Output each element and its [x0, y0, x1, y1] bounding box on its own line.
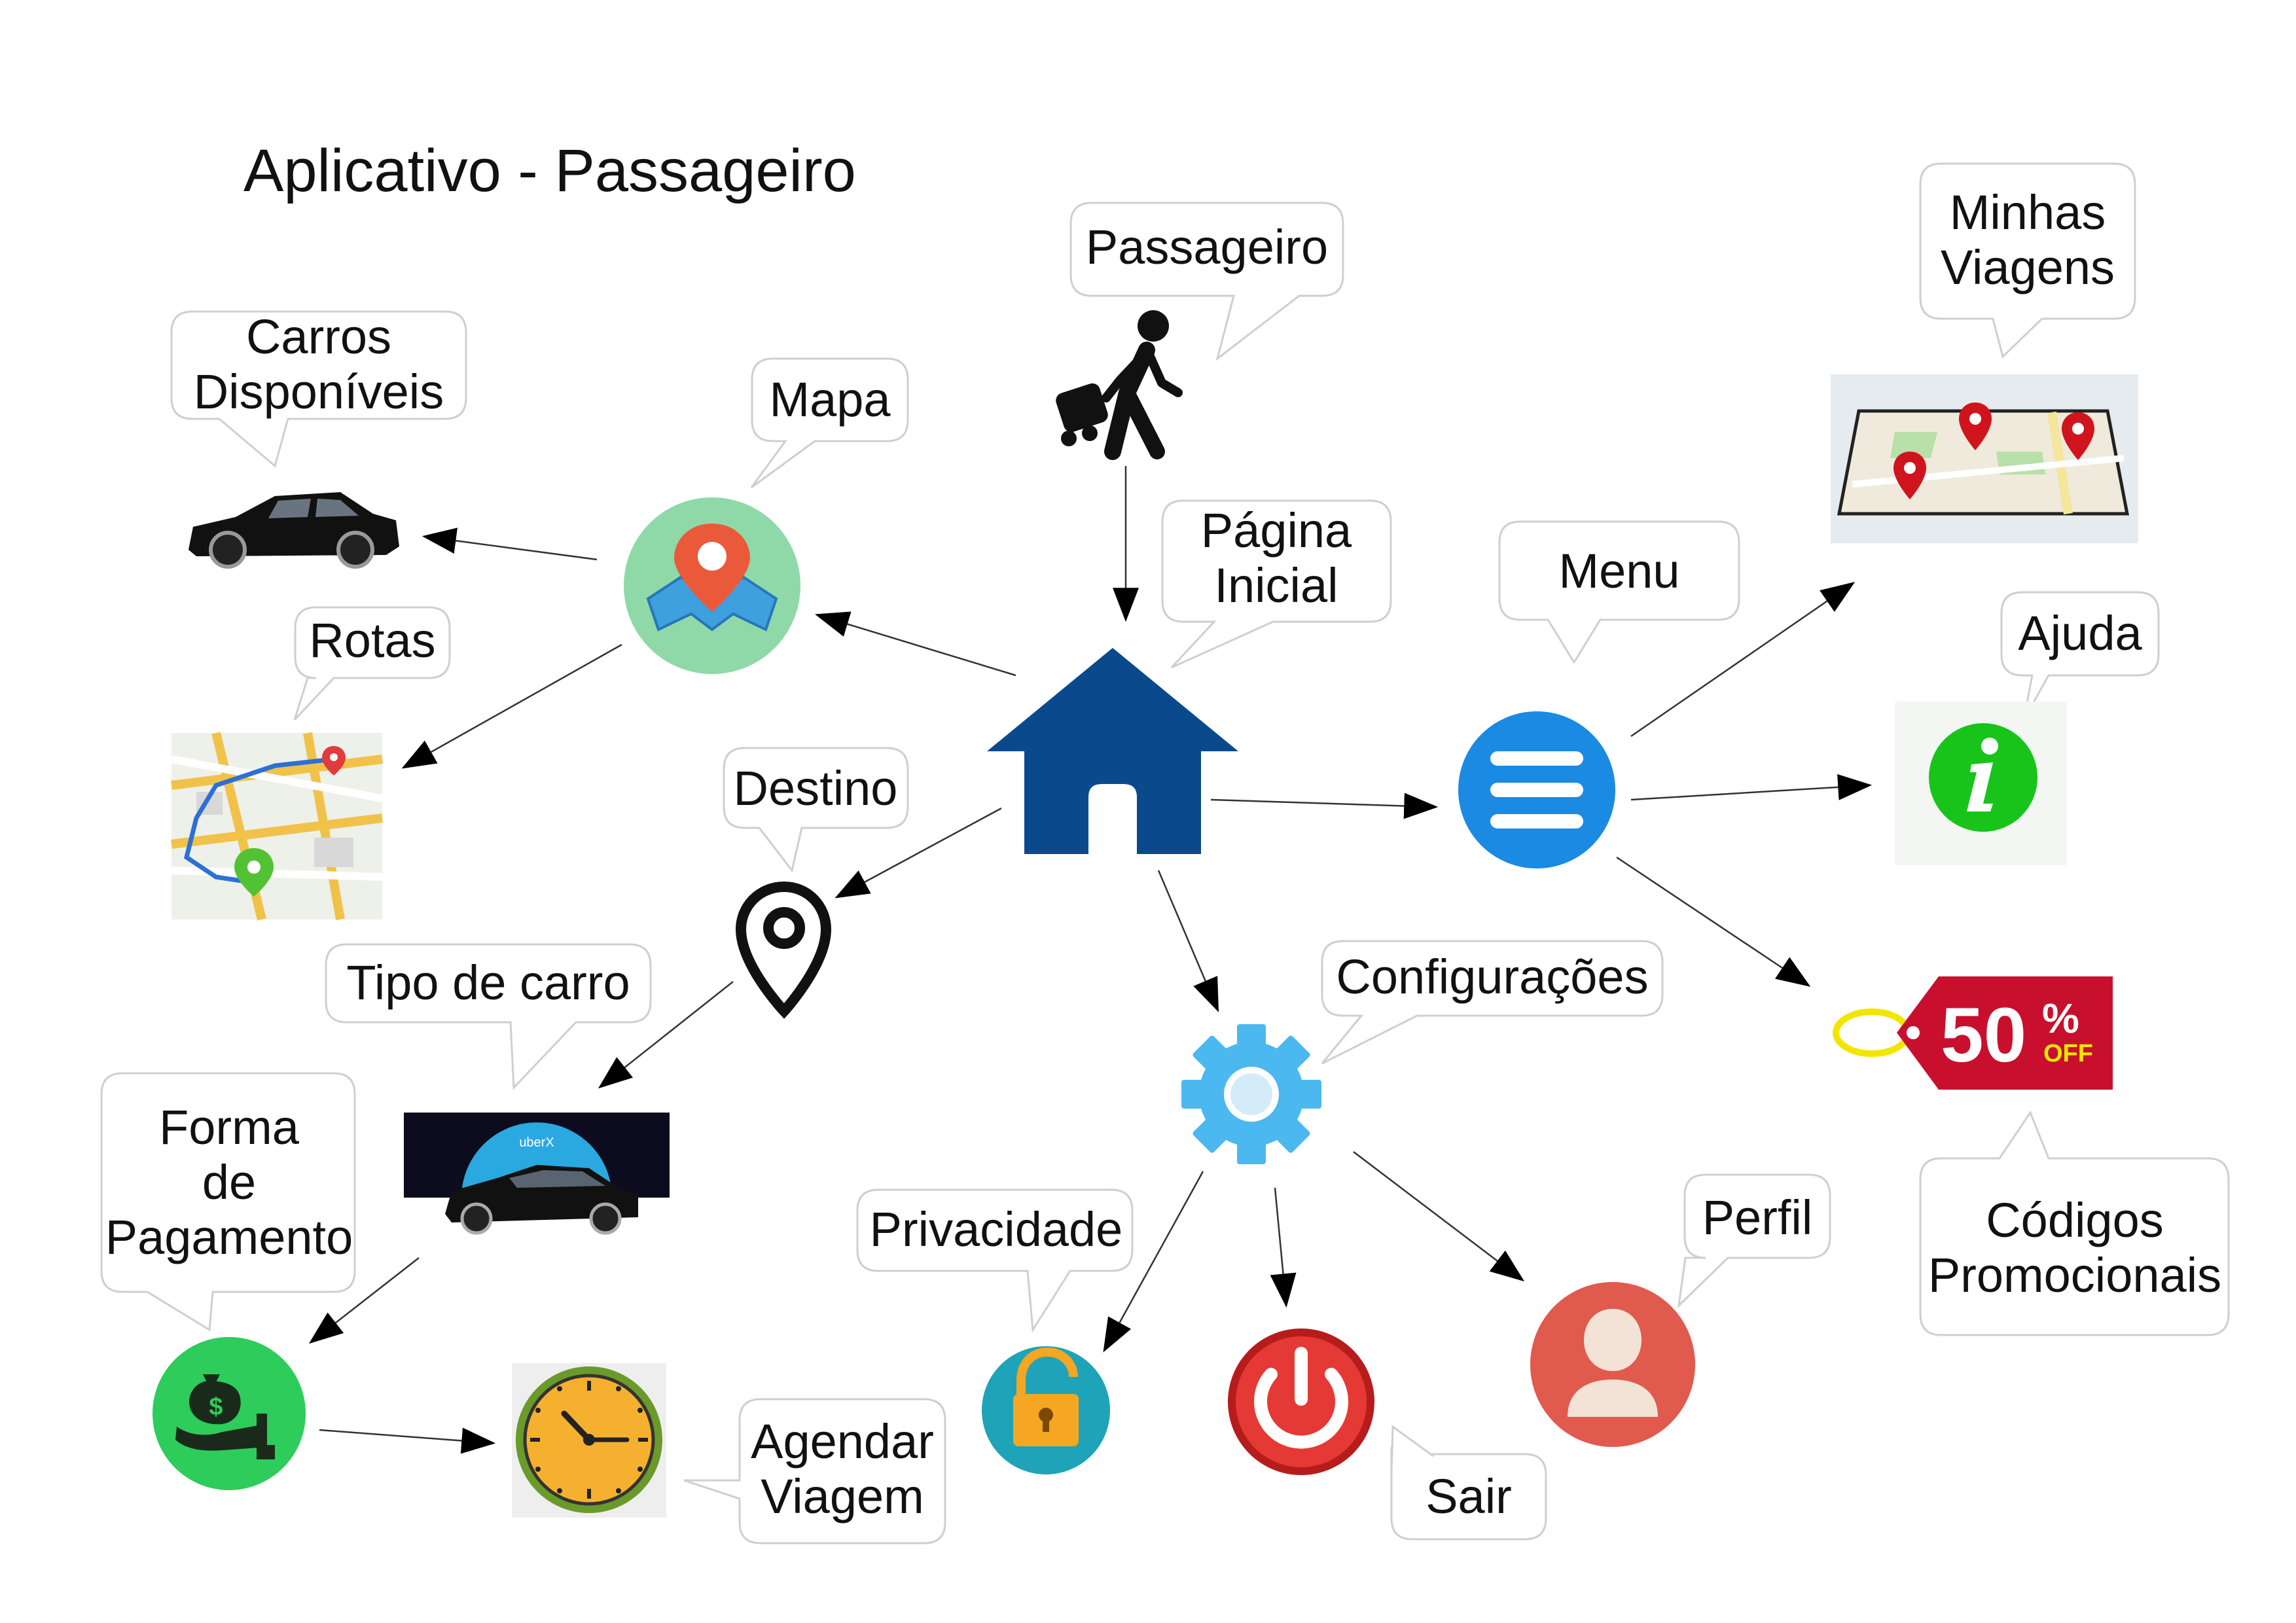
label-minhas-viagens-2: Viagens — [1941, 240, 2115, 294]
arrow-menu-to-promo — [1616, 856, 1811, 987]
arrow-mapa-to-carros — [422, 527, 598, 561]
promo-tag-number: 50 — [1941, 992, 2026, 1079]
label-menu: Menu — [1558, 544, 1679, 598]
arrow-home-to-destino — [834, 807, 1002, 899]
label-codigos-1: Códigos — [1986, 1193, 2164, 1247]
bubble-agendar — [683, 1398, 946, 1544]
bubble-ajuda — [2000, 591, 2160, 721]
car-brand-text: uberX — [519, 1135, 554, 1150]
label-carros-2: Disponíveis — [194, 365, 444, 419]
label-agendar-2: Viagem — [761, 1469, 924, 1524]
destination-pin-icon[interactable] — [735, 881, 832, 1019]
arrow-tipo-to-pagamento — [308, 1257, 420, 1344]
power-icon[interactable] — [1228, 1329, 1374, 1475]
lock-icon[interactable] — [982, 1346, 1110, 1474]
arrow-home-to-config — [1157, 870, 1219, 1012]
label-pagamento-2: de — [202, 1155, 256, 1209]
bubble-minhas-viagens — [1919, 162, 2136, 359]
arrow-config-to-perfil — [1353, 1151, 1525, 1282]
payment-money-icon[interactable]: $ — [152, 1337, 306, 1490]
promo-tag-percent: % — [2042, 995, 2079, 1042]
label-ajuda: Ajuda — [2018, 606, 2142, 660]
home-icon[interactable] — [987, 648, 1238, 854]
label-codigos-2: Promocionais — [1928, 1248, 2221, 1302]
promo-tag-icon: 50 % OFF — [1833, 976, 2113, 1090]
label-perfil: Perfil — [1702, 1190, 1813, 1245]
connectors — [308, 466, 1873, 1454]
label-minhas-viagens-1: Minhas — [1950, 185, 2106, 240]
clock-icon[interactable] — [512, 1363, 666, 1518]
label-pagina-inicial-1: Página — [1201, 503, 1352, 558]
arrow-mapa-to-rotas — [401, 643, 622, 769]
routes-map-icon — [170, 732, 384, 921]
car-available-icon — [167, 483, 403, 578]
bubble-perfil — [1677, 1173, 1831, 1309]
promo-tag-off: OFF — [2043, 1040, 2093, 1067]
bubble-destino — [723, 747, 909, 873]
bubble-passageiro — [1069, 202, 1344, 361]
label-pagina-inicial-2: Inicial — [1214, 558, 1338, 613]
label-carros-1: Carros — [246, 310, 391, 364]
passenger-icon — [1056, 310, 1183, 460]
label-rotas: Rotas — [309, 613, 435, 668]
arrow-menu-to-ajuda — [1630, 774, 1873, 801]
label-configuracoes: Configurações — [1336, 950, 1648, 1004]
bubble-forma-pagamento — [100, 1072, 356, 1332]
arrow-home-to-mapa — [815, 611, 1016, 677]
label-pagamento-3: Pagamento — [105, 1210, 353, 1264]
label-destino: Destino — [734, 761, 898, 815]
menu-icon[interactable] — [1458, 711, 1615, 868]
label-privacidade: Privacidade — [870, 1202, 1123, 1257]
bubble-rotas — [293, 606, 451, 721]
speech-bubbles — [100, 162, 2230, 1544]
arrow-menu-to-viagens — [1630, 582, 1856, 738]
arrow-config-to-sair — [1270, 1187, 1297, 1308]
diagram-title: Aplicativo - Passageiro — [243, 137, 856, 204]
arrow-destino-to-tipo — [598, 981, 734, 1089]
car-type-icon: uberX — [404, 1113, 670, 1237]
arrow-pagamento-to-agendar — [319, 1427, 496, 1454]
bubble-pagina-inicial — [1161, 499, 1392, 669]
info-icon[interactable] — [1895, 702, 2067, 865]
trips-map-icon — [1831, 374, 2138, 543]
map-icon[interactable] — [624, 497, 800, 674]
bubble-sair-tail — [1390, 1425, 1434, 1473]
bubble-mapa — [750, 357, 909, 489]
label-agendar-1: Agendar — [751, 1414, 934, 1469]
bubble-codigos — [1919, 1110, 2230, 1336]
profile-icon[interactable] — [1530, 1282, 1695, 1447]
arrow-home-to-menu — [1210, 793, 1439, 819]
bubble-configuracoes — [1321, 940, 1664, 1065]
bubble-privacidade — [856, 1188, 1134, 1333]
label-tipo-de-carro: Tipo de carro — [346, 955, 630, 1010]
bubble-labels: Passageiro Página Inicial Minhas Viagens… — [105, 185, 2221, 1524]
label-pagamento-1: Forma — [159, 1100, 300, 1154]
label-mapa: Mapa — [769, 372, 891, 427]
bubble-tipo-de-carro — [325, 943, 652, 1090]
arrow-config-to-privacidade — [1103, 1171, 1204, 1353]
gear-icon[interactable] — [1181, 1024, 1321, 1164]
bubble-menu — [1498, 520, 1740, 664]
dollar-sign: $ — [209, 1393, 223, 1421]
label-passageiro: Passageiro — [1086, 220, 1328, 274]
bubble-carros — [170, 310, 467, 468]
label-sair: Sair — [1426, 1469, 1512, 1524]
